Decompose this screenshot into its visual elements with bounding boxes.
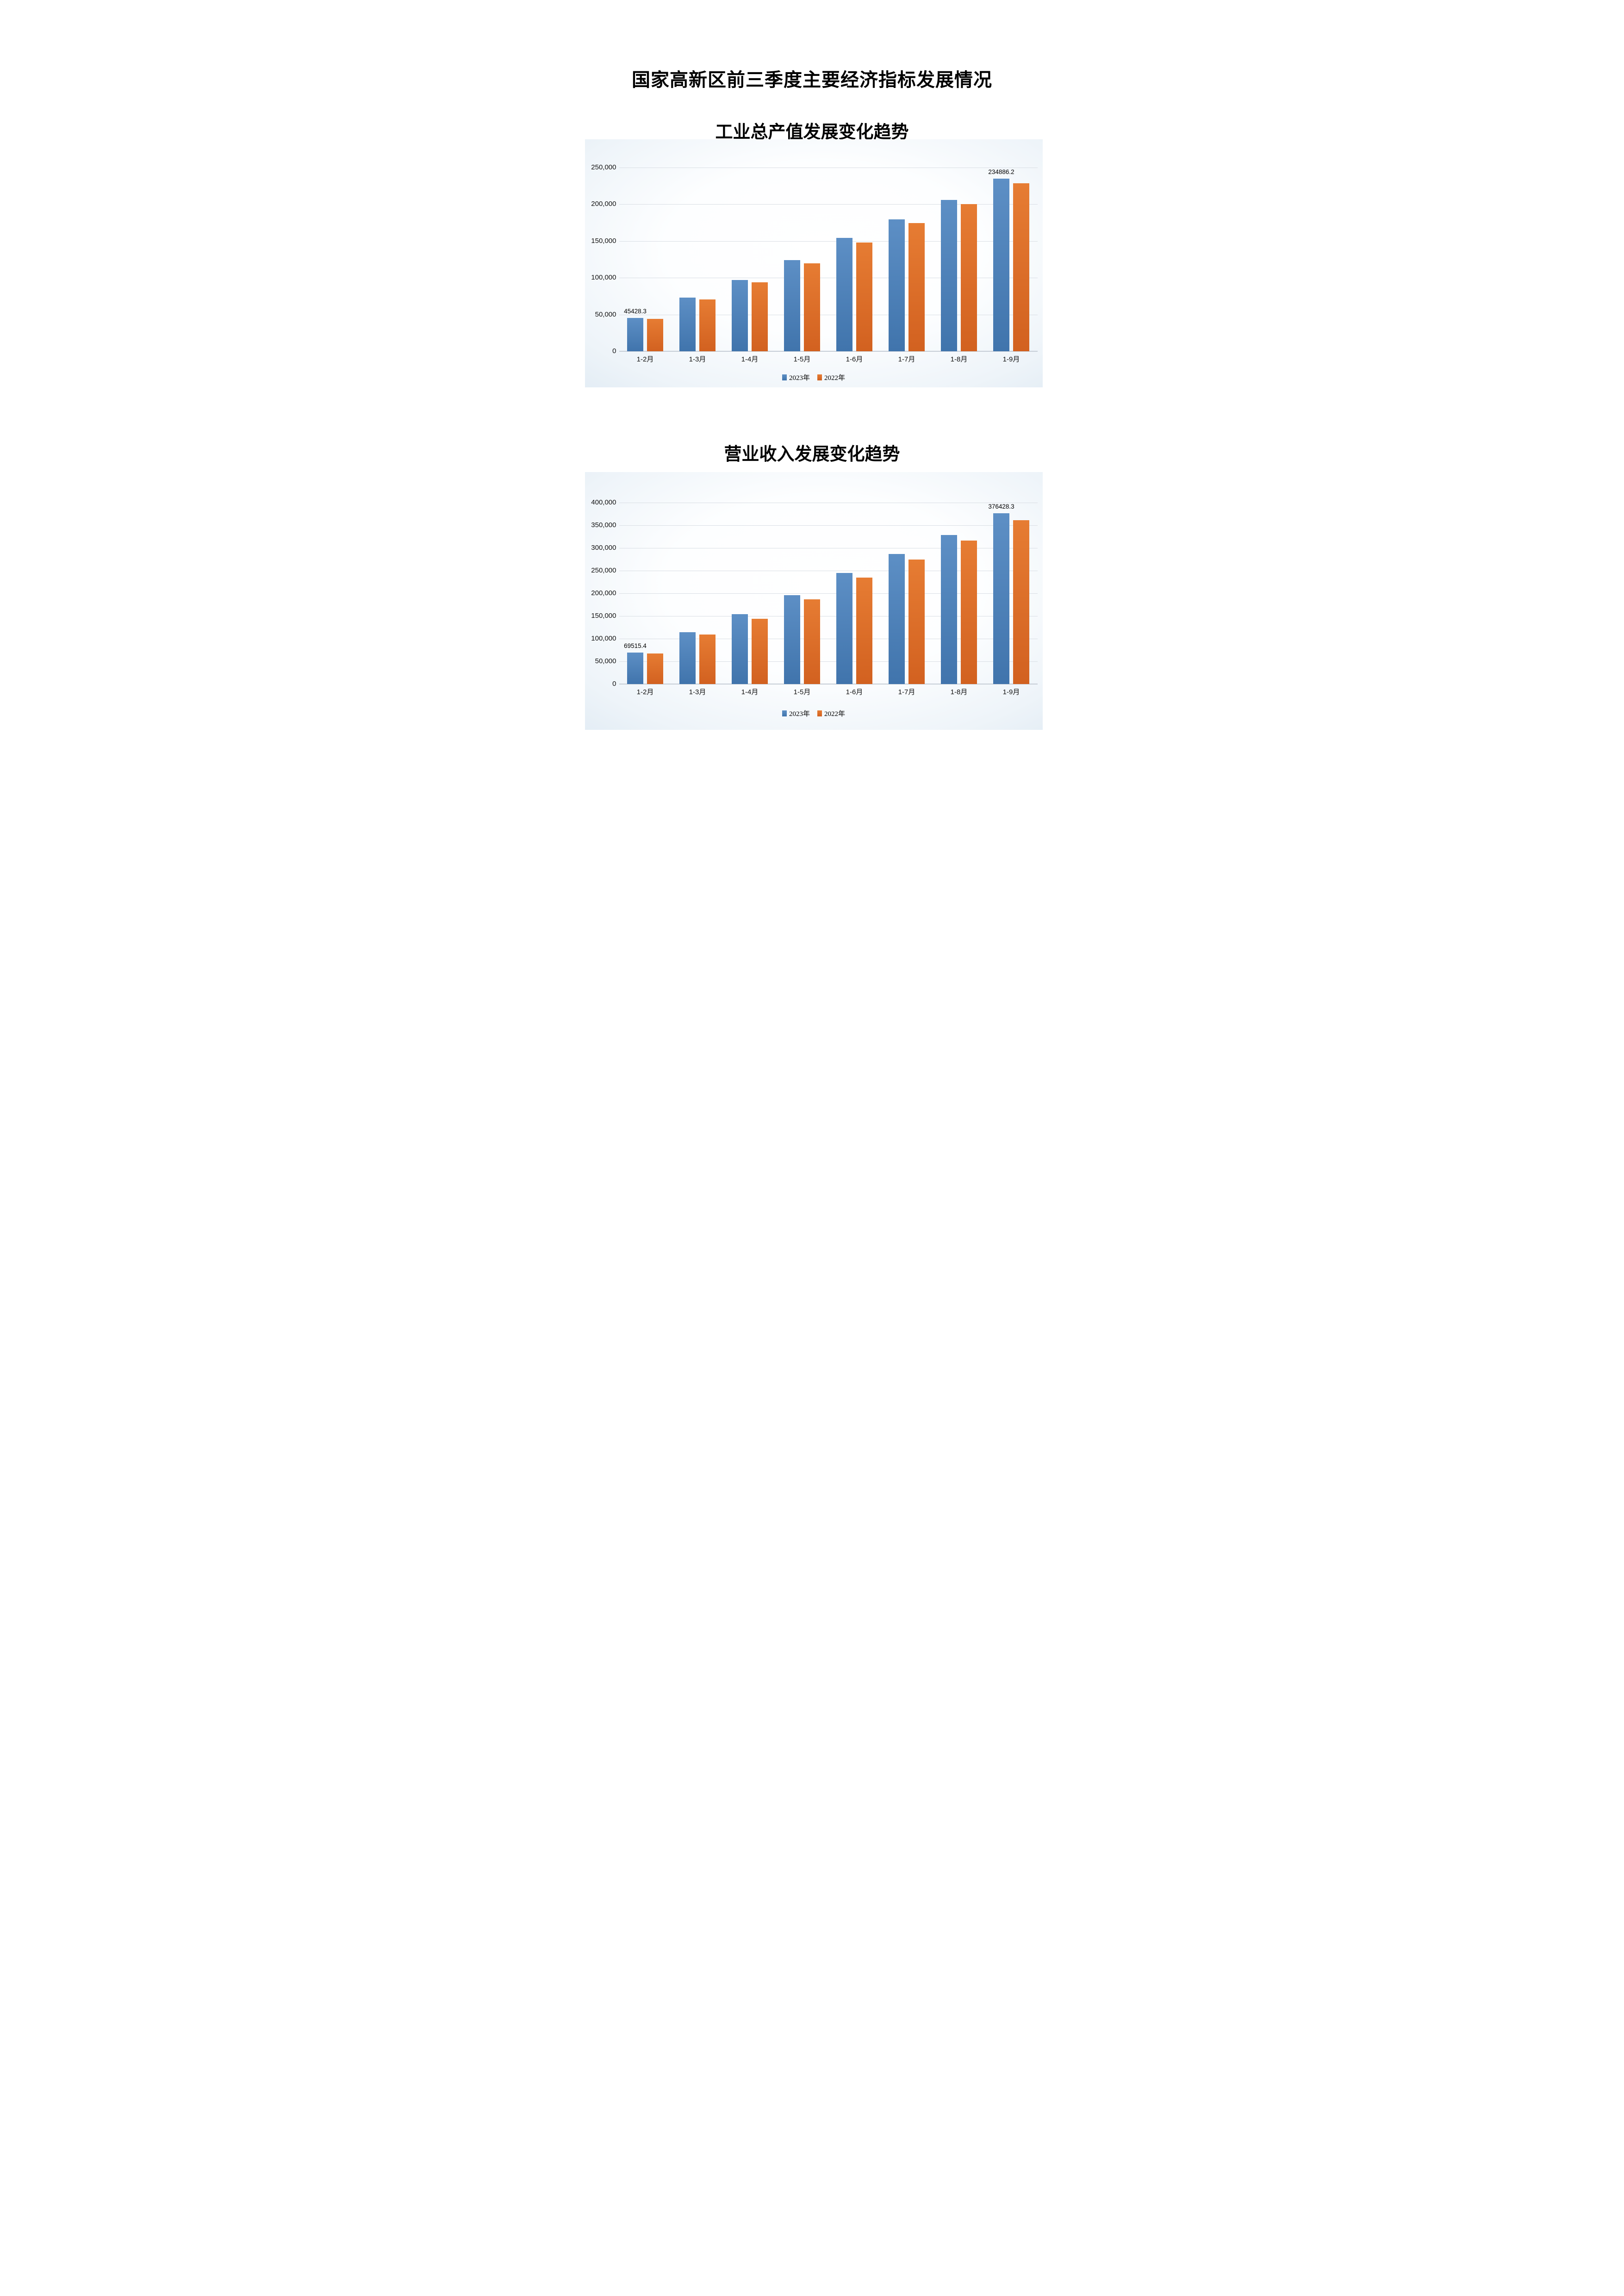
legend-item-2022年: 2022年: [817, 373, 845, 382]
legend-swatch-2022年: [817, 374, 822, 380]
gridline: [619, 661, 1038, 662]
x-axis-label: 1-5月: [793, 688, 811, 696]
x-axis-label: 1-4月: [741, 355, 759, 363]
bar-2023年-1-6月: [836, 238, 852, 351]
y-axis-tick-label: 100,000: [591, 274, 616, 282]
bar-2023年-1-3月: [679, 298, 696, 351]
chart-industrial-output: 0 50,000 100,000 150,000 200,000 250,000 1-2月 1…: [585, 139, 1043, 387]
bar-2022年-1-4月: [752, 619, 768, 684]
x-axis-label: 1-8月: [950, 688, 968, 696]
x-axis-label: 1-9月: [1002, 688, 1020, 696]
y-axis-tick-label: 150,000: [591, 612, 616, 620]
y-axis-tick-label: 200,000: [591, 200, 616, 208]
bar-2022年-1-5月: [804, 263, 820, 351]
bar-2023年-1-5月: [784, 260, 800, 351]
x-axis-label: 1-2月: [636, 688, 654, 696]
y-axis-tick-label: 50,000: [595, 310, 616, 318]
legend-label: 2022年: [824, 374, 846, 382]
data-label: 45428.3: [624, 307, 647, 315]
bar-2022年-1-9月: [1013, 183, 1029, 351]
bar-2023年-1-9月: [993, 513, 1009, 684]
y-axis-tick-label: 0: [612, 347, 616, 355]
legend-item-2023年: 2023年: [782, 373, 810, 382]
bar-2022年-1-7月: [908, 223, 925, 351]
chart-operating-revenue: 0 50,000 100,000 150,000 200,000 250,000 300,0…: [585, 472, 1043, 730]
gridline: [619, 241, 1038, 242]
bar-2023年-1-9月: [993, 179, 1009, 351]
legend-label: 2022年: [824, 710, 846, 718]
legend-label: 2023年: [789, 374, 810, 382]
bar-2022年-1-3月: [699, 635, 716, 684]
x-axis-label: 1-3月: [689, 688, 706, 696]
legend-swatch-2022年: [817, 710, 822, 716]
bar-2023年-1-5月: [784, 595, 800, 684]
y-axis-tick-label: 400,000: [591, 498, 616, 506]
bar-2023年-1-2月: [627, 652, 643, 684]
x-axis-label: 1-6月: [846, 355, 863, 363]
y-axis-tick-label: 200,000: [591, 589, 616, 597]
page-title: 国家高新区前三季度主要经济指标发展情况: [632, 70, 992, 90]
bar-2022年-1-2月: [647, 318, 663, 351]
data-label: 376428.3: [988, 503, 1014, 510]
bar-2022年-1-7月: [908, 559, 925, 684]
x-axis-label: 1-6月: [846, 688, 863, 696]
y-axis-tick-label: 50,000: [595, 657, 616, 665]
bar-2022年-1-6月: [856, 242, 872, 351]
y-axis-tick-label: 0: [612, 680, 616, 688]
gridline: [619, 204, 1038, 205]
bar-2022年-1-5月: [804, 599, 820, 684]
x-axis-label: 1-9月: [1002, 355, 1020, 363]
x-axis-line: [619, 351, 1038, 352]
bar-2023年-1-7月: [889, 554, 905, 684]
y-axis-tick-label: 100,000: [591, 635, 616, 642]
x-axis-label: 1-7月: [898, 355, 915, 363]
bar-2023年-1-8月: [941, 535, 957, 684]
x-axis-label: 1-5月: [793, 355, 811, 363]
chart-title-operating-revenue: 营业收入发展变化趋势: [724, 445, 900, 464]
legend: 2023年 2022年: [585, 373, 1043, 382]
bar-2023年-1-3月: [679, 632, 696, 684]
y-axis-tick-label: 350,000: [591, 521, 616, 529]
y-axis-tick-label: 300,000: [591, 544, 616, 552]
document-page: 国家高新区前三季度主要经济指标发展情况 工业总产值发展变化趋势 0 50,000 1…: [541, 0, 1083, 765]
x-axis-label: 1-3月: [689, 355, 706, 363]
bar-2023年-1-2月: [627, 317, 643, 351]
bar-2022年-1-6月: [856, 577, 872, 684]
x-axis-label: 1-4月: [741, 688, 759, 696]
x-axis-label: 1-2月: [636, 355, 654, 363]
bar-2022年-1-8月: [961, 204, 977, 351]
bar-2022年-1-2月: [647, 653, 663, 684]
y-axis-tick-label: 250,000: [591, 163, 616, 171]
bar-2023年-1-8月: [941, 199, 957, 351]
legend-swatch-2023年: [782, 710, 787, 716]
legend-swatch-2023年: [782, 374, 787, 380]
bar-2022年-1-8月: [961, 541, 977, 684]
y-axis-tick-label: 250,000: [591, 566, 616, 574]
chart-title-industrial-output: 工业总产值发展变化趋势: [715, 123, 909, 142]
bar-2023年-1-6月: [836, 572, 852, 684]
legend-label: 2023年: [789, 710, 810, 718]
bar-2023年-1-4月: [732, 614, 748, 684]
x-axis-label: 1-8月: [950, 355, 968, 363]
bar-2022年-1-3月: [699, 299, 716, 351]
bar-2022年-1-9月: [1013, 520, 1029, 684]
data-label: 69515.4: [624, 642, 647, 649]
legend-item-2022年: 2022年: [817, 709, 845, 718]
gridline: [619, 525, 1038, 526]
x-axis-label: 1-7月: [898, 688, 915, 696]
legend: 2023年 2022年: [585, 709, 1043, 718]
data-label: 234886.2: [988, 168, 1014, 175]
legend-item-2023年: 2023年: [782, 709, 810, 718]
gridline: [619, 593, 1038, 594]
bar-2023年-1-4月: [732, 280, 748, 351]
bar-2022年-1-4月: [752, 282, 768, 351]
bar-2023年-1-7月: [889, 219, 905, 351]
y-axis-tick-label: 150,000: [591, 236, 616, 245]
